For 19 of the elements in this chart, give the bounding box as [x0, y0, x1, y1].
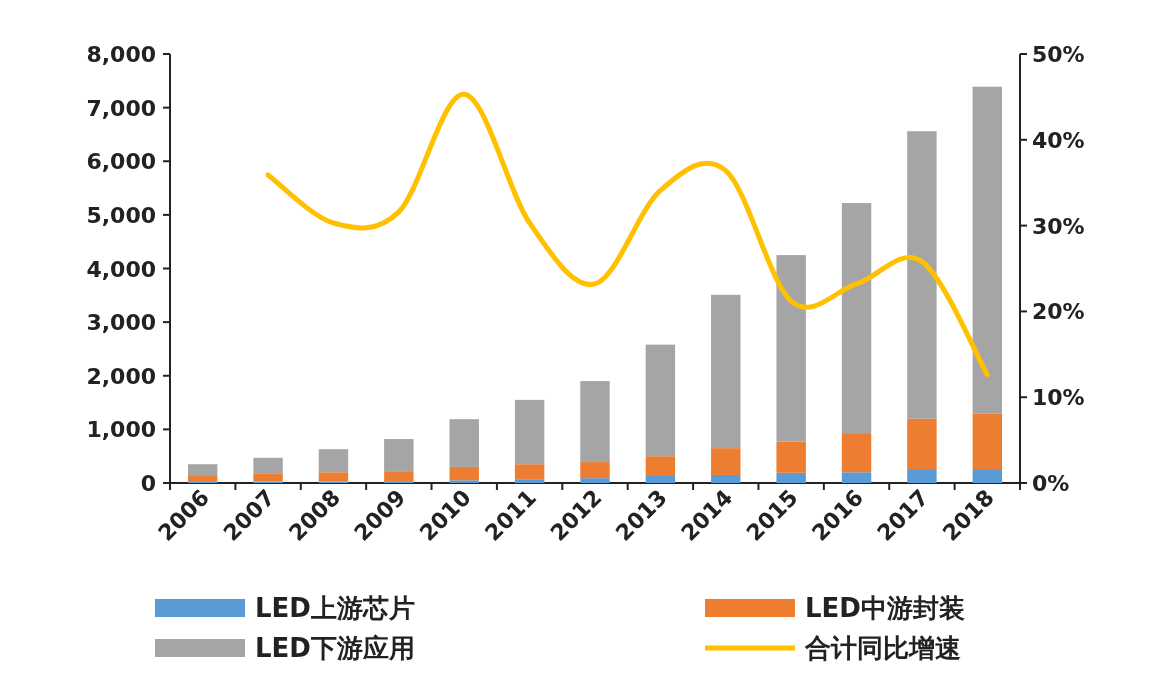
y-tick-label: 4,000 — [86, 256, 156, 282]
y2-tick-label: 50% — [1032, 42, 1085, 67]
y-tick-label: 1,000 — [86, 417, 156, 443]
legend-label: LED中游封装 — [805, 593, 965, 623]
legend-label: 合计同比增速 — [804, 633, 961, 663]
y-tick-label: 8,000 — [86, 42, 156, 67]
y2-tick-label: 10% — [1032, 385, 1085, 411]
y-tick-label: 2,000 — [86, 363, 156, 389]
legend-label: LED上游芯片 — [255, 593, 415, 623]
y2-tick-label: 30% — [1032, 213, 1085, 239]
y2-tick-label: 0% — [1032, 471, 1070, 496]
y-tick-label: 5,000 — [86, 202, 156, 228]
y-tick-label: 6,000 — [86, 149, 156, 175]
y-tick-label: 3,000 — [86, 310, 156, 336]
y2-tick-label: 40% — [1032, 127, 1085, 153]
legend-label: LED下游应用 — [255, 633, 415, 663]
y-tick-label: 0 — [140, 471, 156, 496]
y2-tick-label: 20% — [1032, 299, 1085, 325]
y-tick-label: 7,000 — [86, 95, 156, 121]
